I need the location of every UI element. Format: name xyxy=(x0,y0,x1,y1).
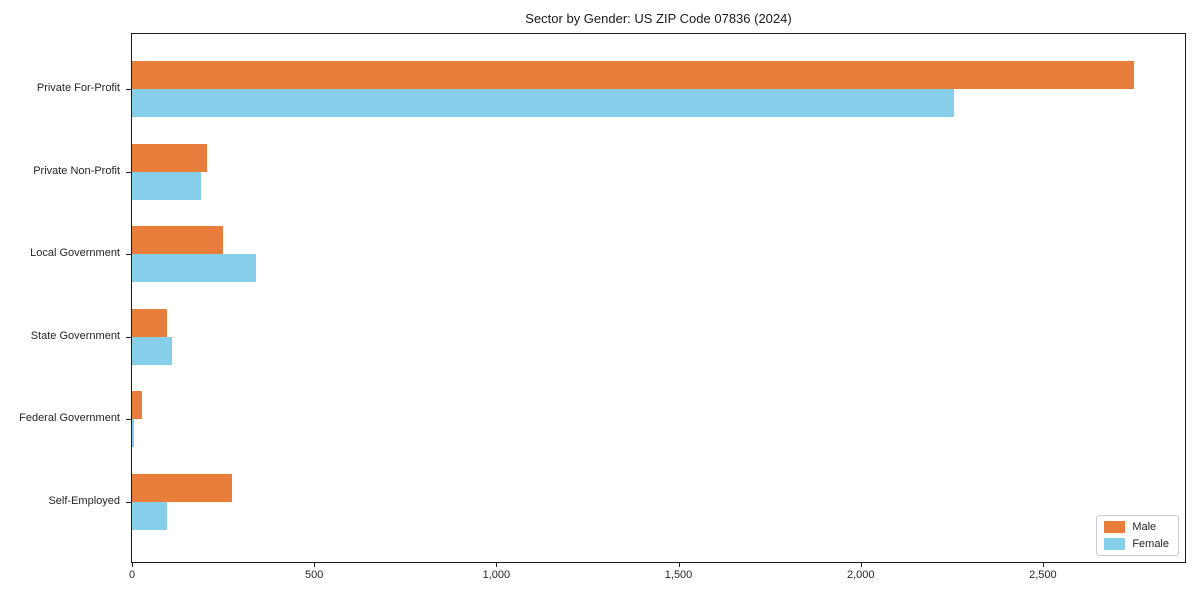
legend-swatch-female-icon xyxy=(1104,538,1126,550)
y-label-state-government: State Government xyxy=(30,329,120,342)
y-tick-private-non-profit xyxy=(126,171,131,173)
plot-area: Male Female xyxy=(131,33,1186,563)
bar-female-state-government xyxy=(132,336,173,365)
legend-label-male: Male xyxy=(1132,521,1157,533)
x-tick-0 xyxy=(132,563,133,567)
x-tick-500 xyxy=(314,563,316,567)
x-label-1-500: 1,500 xyxy=(664,569,693,581)
x-label-2-000: 2,000 xyxy=(846,569,875,581)
legend-swatch-male-icon xyxy=(1104,521,1126,533)
bar-female-local-government xyxy=(132,254,256,283)
chart-title: Sector by Gender: US ZIP Code 07836 (202… xyxy=(525,11,792,26)
x-tick-1-000 xyxy=(496,563,498,567)
y-tick-federal-government xyxy=(126,419,131,421)
y-tick-private-for-profit xyxy=(126,89,131,90)
x-label-500: 500 xyxy=(304,569,324,581)
bar-male-state-government xyxy=(132,308,167,337)
legend-entry-male: Male xyxy=(1104,521,1169,533)
x-tick-2-000 xyxy=(860,563,862,567)
x-label-1-000: 1,000 xyxy=(482,569,511,581)
y-label-self-employed: Self-Employed xyxy=(48,495,120,507)
bar-male-self-employed xyxy=(132,474,233,502)
x-label-2-500: 2,500 xyxy=(1029,569,1057,581)
x-label-0: 0 xyxy=(128,569,136,581)
bar-male-local-government xyxy=(132,226,224,255)
bar-male-private-for-profit xyxy=(132,61,1134,89)
bar-female-private-for-profit xyxy=(132,89,954,117)
y-label-federal-government: Federal Government xyxy=(19,412,120,425)
y-label-private-non-profit: Private Non-Profit xyxy=(33,164,120,177)
bar-male-federal-government xyxy=(132,391,142,420)
bar-female-federal-government xyxy=(132,419,135,448)
bar-male-private-non-profit xyxy=(132,143,207,172)
y-tick-self-employed xyxy=(126,502,131,503)
y-tick-local-government xyxy=(126,254,131,256)
bar-female-private-non-profit xyxy=(132,171,202,200)
x-tick-2-500 xyxy=(1042,563,1044,567)
x-tick-1-500 xyxy=(678,563,680,567)
legend: Male Female xyxy=(1096,515,1179,556)
y-label-local-government: Local Government xyxy=(30,247,120,260)
y-label-private-for-profit: Private For-Profit xyxy=(36,82,120,94)
bar-female-self-employed xyxy=(132,502,167,530)
legend-label-female: Female xyxy=(1132,538,1169,550)
y-tick-state-government xyxy=(126,336,131,338)
legend-entry-female: Female xyxy=(1104,538,1169,550)
